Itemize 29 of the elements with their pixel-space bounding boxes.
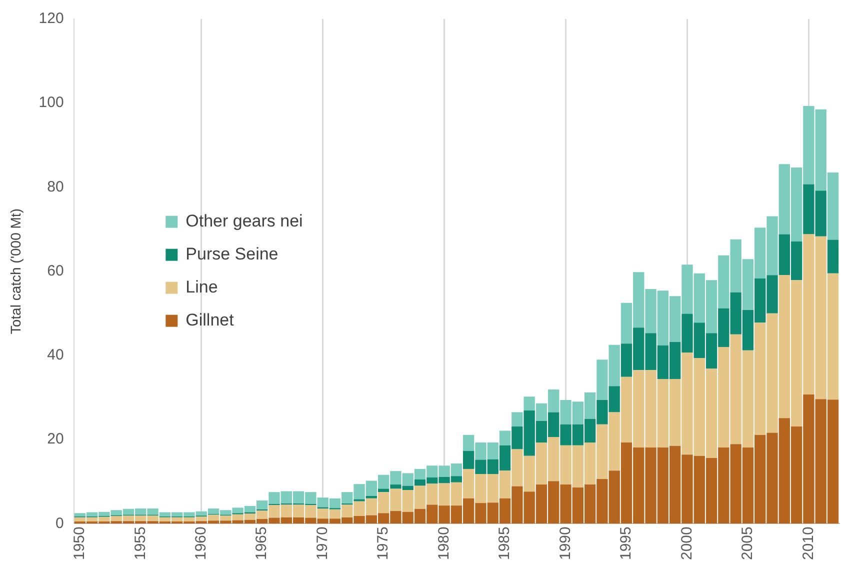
x-tick-label: 2010 [800, 526, 817, 560]
y-tick-label: 0 [55, 514, 64, 532]
x-tick-label: 1995 [618, 526, 635, 560]
legend-label: Line [186, 278, 218, 297]
x-tick-label: 1965 [253, 526, 270, 560]
x-tick-label: 1960 [192, 526, 210, 560]
x-tick-label: 1950 [71, 526, 88, 560]
y-tick-label: 20 [47, 430, 64, 448]
bar [366, 496, 378, 498]
x-tick-label: 2000 [678, 526, 696, 560]
y-tick-label: 100 [38, 94, 64, 112]
y-tick-label: 80 [47, 178, 64, 196]
x-tick-label: 2005 [739, 526, 756, 560]
x-tick-label: 1970 [314, 526, 331, 560]
legend-label: Purse Seine [186, 244, 278, 264]
bar [827, 240, 839, 274]
x-tick-label: 1980 [435, 526, 452, 560]
bar [378, 488, 390, 492]
y-tick-label: 40 [47, 346, 64, 364]
x-tick-label: 1985 [496, 526, 514, 560]
legend-label: Gillnet [186, 310, 234, 330]
y-axis-title: Total catch ('000 Mt) [7, 208, 24, 334]
bar [512, 412, 523, 426]
legend-label: Other gears nei [186, 212, 303, 231]
x-tick-label: 1955 [132, 526, 149, 560]
y-tick-label: 60 [47, 262, 64, 280]
y-tick-label: 120 [38, 10, 64, 28]
x-tick-label: 1990 [556, 526, 574, 560]
x-tick-label: 1975 [374, 526, 392, 560]
